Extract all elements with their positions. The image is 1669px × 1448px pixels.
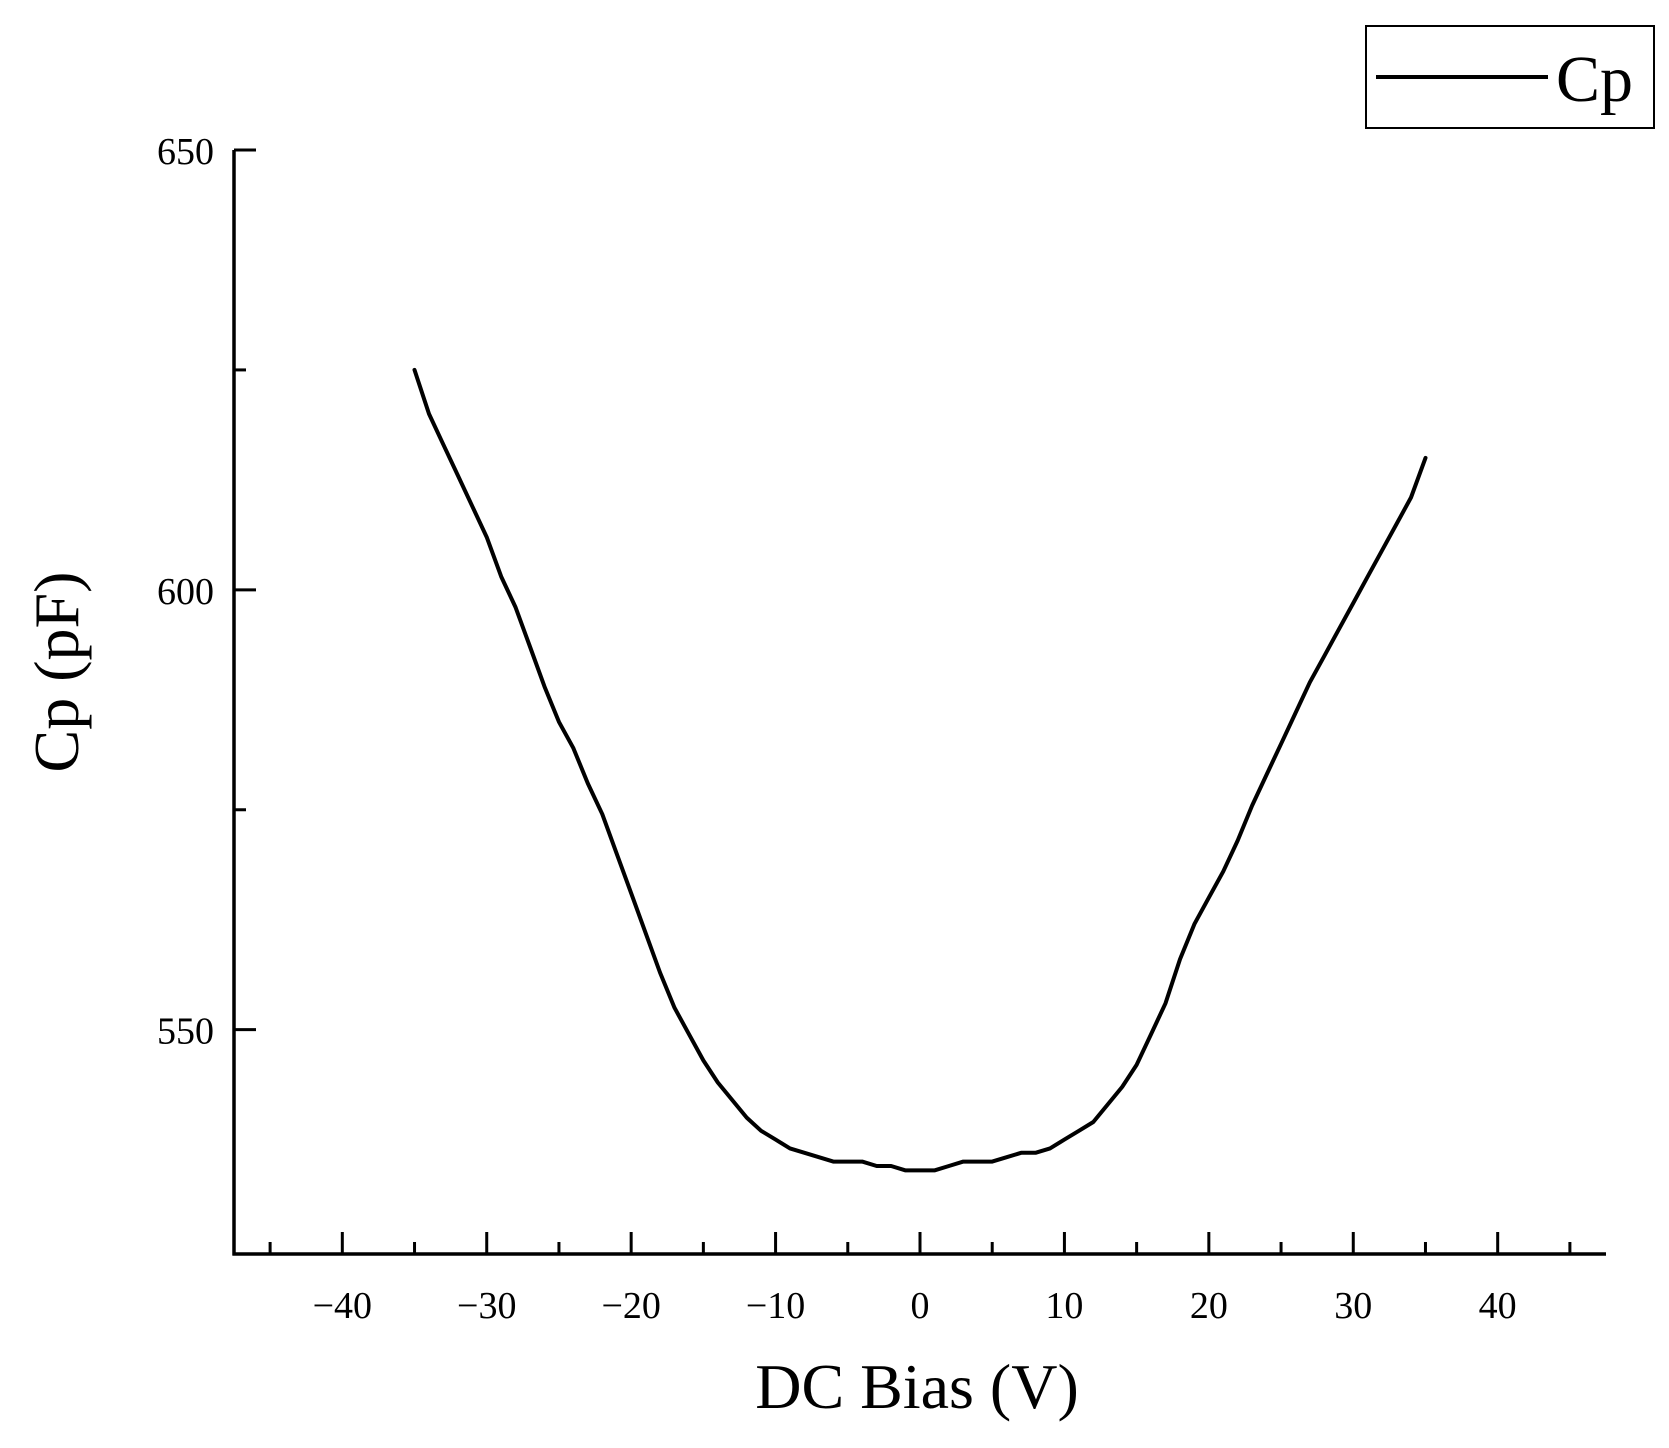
x-tick-label: 30 [1334, 1285, 1372, 1327]
y-tick-label: 600 [157, 571, 214, 613]
x-tick-label: −20 [601, 1285, 660, 1327]
x-tick-label: −10 [746, 1285, 805, 1327]
x-tick-label: 40 [1479, 1285, 1517, 1327]
legend-entry-cp: Cp [1556, 43, 1633, 116]
x-tick-label: −40 [313, 1285, 372, 1327]
y-tick-label: 650 [157, 131, 214, 173]
x-tick-label: 20 [1190, 1285, 1228, 1327]
x-tick-label: −30 [457, 1285, 516, 1327]
x-tick-label: 10 [1045, 1285, 1083, 1327]
x-axis-title: DC Bias (V) [755, 1351, 1079, 1422]
y-tick-label: 550 [157, 1011, 214, 1053]
y-axis-title: Cp (pF) [21, 572, 92, 773]
axes [232, 150, 1606, 1256]
ticks: −40 −30 −20 −10 0 10 20 30 40 550 600 650 [157, 131, 1572, 1327]
series-line-cp [412, 367, 1428, 1173]
legend: Cp [1365, 25, 1655, 129]
series-layer [412, 367, 1428, 1173]
x-tick-label: 0 [911, 1285, 930, 1327]
